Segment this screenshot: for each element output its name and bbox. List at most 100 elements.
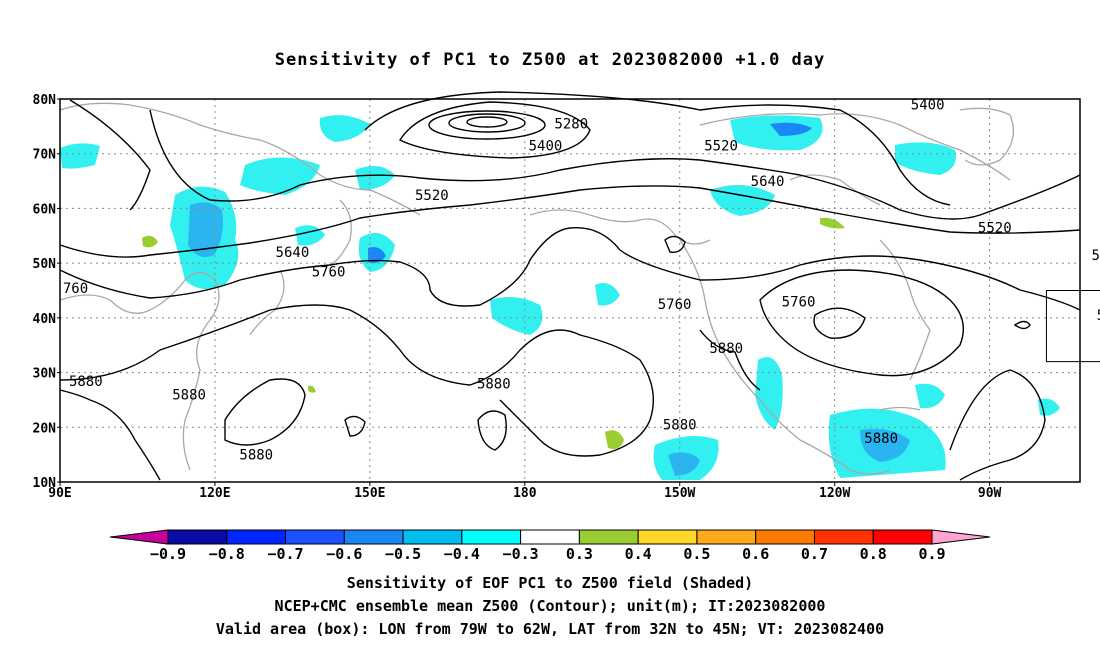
longitude-label: 120W <box>819 486 850 501</box>
contour-label: 5880 <box>239 448 273 464</box>
contour-label: 5880 <box>1097 308 1100 324</box>
colorbar-left-arrow <box>109 529 169 545</box>
latitude-label: 40N <box>33 312 57 327</box>
contour-5880-south <box>224 378 306 446</box>
longitude-label: 150W <box>664 486 695 501</box>
z500-contours <box>59 91 1081 481</box>
colorbar-label: 0.7 <box>801 545 828 563</box>
contour-low-inner2 <box>466 116 508 128</box>
map-title: Sensitivity of PC1 to Z500 at 2023082000… <box>274 50 826 70</box>
footer-contour-description: NCEP+CMC ensemble mean Z500 (Contour); u… <box>274 597 826 615</box>
contour-label: 5640 <box>276 245 310 261</box>
contour-label: 5880 <box>663 418 697 434</box>
colorbar-swatch <box>402 529 463 545</box>
coastline-north-america-east <box>879 239 931 381</box>
longitude-labels: 90E120E150E180150W120W90W60W <box>48 482 1002 501</box>
colorbar-label: 0.3 <box>566 545 593 563</box>
colorbar-label: −0.3 <box>503 545 539 563</box>
latitude-label: 30N <box>33 367 57 382</box>
coastline-greenland <box>959 107 1014 166</box>
longitude-label: 120E <box>199 486 230 501</box>
colorbar-label: −0.5 <box>385 545 421 563</box>
contour-label: 5400 <box>529 139 563 155</box>
contour-5280-low <box>428 110 546 140</box>
map-gridlines <box>60 99 1080 482</box>
contour-5520 <box>149 109 1081 220</box>
longitude-label: 150E <box>354 486 385 501</box>
coastline-caribbean <box>879 406 921 411</box>
colorbar-swatch <box>755 529 815 545</box>
contour-east-coast <box>699 329 761 391</box>
colorbar-swatch <box>813 529 874 545</box>
colorbar-label: 0.5 <box>683 545 710 563</box>
contour-5880-small <box>344 415 366 437</box>
contour-label: 5760 <box>312 264 346 280</box>
contour-label: 5880 <box>69 374 103 390</box>
contour-5880-small2 <box>664 235 686 253</box>
contour-label: 5880 <box>172 387 206 403</box>
valid-area-box <box>1045 290 1100 363</box>
contour-5880-west-asia <box>59 389 161 481</box>
shade-green-region <box>605 430 624 449</box>
coastline-north-america-west <box>679 239 801 441</box>
latitude-label: 20N <box>33 421 57 436</box>
colorbar-label: −0.4 <box>444 545 480 563</box>
colorbar-swatch <box>637 529 698 545</box>
contour-label: 5760 <box>782 294 816 310</box>
colorbar-label: −0.8 <box>209 545 245 563</box>
coastline-japan <box>249 269 285 336</box>
shade-green-region <box>820 217 845 229</box>
contour-small-ne <box>1013 320 1031 330</box>
latitude-label: 10N <box>33 476 57 491</box>
contour-5880-pacific <box>59 304 655 457</box>
contour-label: 5880 <box>864 431 898 447</box>
contour-5880-carib <box>949 369 1046 481</box>
contour-5880-inner <box>813 307 866 339</box>
contour-label: 5520 <box>704 139 738 155</box>
colorbar-swatch <box>461 529 522 545</box>
colorbar: −0.9 −0.8 −0.7 −0.6 −0.5 −0.4 −0.3 0.3 0.4 0.5 0.6… <box>109 529 991 563</box>
colorbar-label: 0.8 <box>860 545 887 563</box>
colorbar-label: −0.7 <box>267 545 303 563</box>
contour-label: 5520 <box>415 188 449 204</box>
contour-label: 5760 <box>658 297 692 313</box>
contour-low-inner <box>448 113 526 133</box>
shade-cyan-region <box>915 383 945 409</box>
contour-5400-arc <box>364 91 951 206</box>
footer-valid-area-description: Valid area (box): LON from 79W to 62W, L… <box>215 620 885 638</box>
contour-label: 5880 <box>709 341 743 357</box>
shade-cyan-region <box>490 296 543 335</box>
shade-blue-region <box>368 247 386 264</box>
shade-green-region <box>142 235 158 248</box>
shade-cyan-region <box>60 143 100 169</box>
colorbar-swatch <box>696 529 757 545</box>
longitude-label: 90W <box>978 486 1002 501</box>
colorbar-swatch <box>343 529 404 545</box>
contour-5880-east <box>759 269 964 377</box>
contour-5640 <box>59 185 1081 258</box>
colorbar-right-arrow <box>931 529 991 545</box>
longitude-label: 90E <box>48 486 71 501</box>
contour-label: 5280 <box>554 117 588 133</box>
contour-5400 <box>398 101 591 159</box>
contour-label: 5400 <box>911 97 945 113</box>
colorbar-label: 0.6 <box>742 545 769 563</box>
colorbar-swatch <box>872 529 933 545</box>
contour-label: 760 <box>63 281 88 297</box>
shade-cyan-region <box>895 142 956 175</box>
latitude-label: 70N <box>33 148 57 163</box>
shade-cyan-region <box>755 357 783 430</box>
colorbar-swatch <box>578 529 639 545</box>
contour-label: 5640 <box>751 174 785 190</box>
shade-green-region <box>308 385 316 393</box>
contour-5760 <box>59 226 1081 311</box>
colorbar-label: −0.9 <box>150 545 186 563</box>
coastline-arctic <box>699 113 1011 181</box>
contour-labels: 5280540054005520552055205640564056405760… <box>63 97 1100 464</box>
shade-cyan-region <box>319 115 370 142</box>
contour-label: 5880 <box>477 377 511 393</box>
latitude-labels: 80N 70N 60N 50N 40N 30N 20N 10N <box>33 93 60 491</box>
map-frame <box>59 98 1081 483</box>
colorbar-label: 0.4 <box>625 545 652 563</box>
